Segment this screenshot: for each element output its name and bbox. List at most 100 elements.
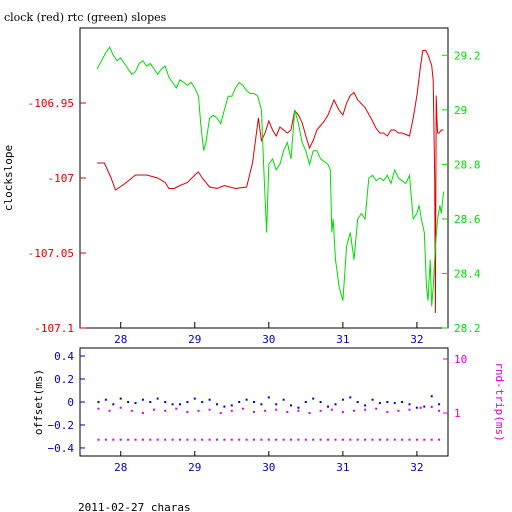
- rnd-trip-point: [297, 438, 300, 441]
- offset-point: [141, 398, 144, 401]
- offset-point: [208, 398, 211, 401]
- offset-point: [423, 405, 426, 408]
- rnd-trip-upper-point: [419, 406, 422, 409]
- rnd-trip-point: [164, 438, 167, 441]
- rnd-trip-y2-axis: 10 1: [443, 353, 467, 420]
- offset-point: [282, 398, 285, 401]
- y2-tick-label: 29.2: [454, 49, 481, 62]
- offset-point: [104, 398, 107, 401]
- offset-point: [371, 398, 374, 401]
- offset-point: [260, 403, 263, 406]
- y-tick-label: -107.05: [28, 247, 74, 260]
- rnd-trip-point: [334, 438, 337, 441]
- rnd-trip-point: [208, 438, 211, 441]
- rnd-trip-upper-point: [186, 410, 189, 413]
- rnd-trip-point: [97, 438, 100, 441]
- rnd-trip-point: [230, 438, 233, 441]
- rnd-trip-upper-point: [119, 406, 122, 409]
- x-tick-label: 32: [410, 333, 423, 346]
- offset-point: [216, 403, 218, 406]
- rnd-trip-point: [149, 438, 152, 441]
- rnd-trip-upper-point: [438, 409, 441, 412]
- rnd-trip-point: [275, 438, 278, 441]
- offset-point: [134, 402, 137, 405]
- y-tick-label: -107: [48, 172, 75, 185]
- offset-point: [179, 403, 181, 406]
- footer-label: 2011-02-27 charas: [78, 501, 191, 512]
- rnd-trip-point: [223, 438, 226, 441]
- rnd-trip-point: [327, 438, 329, 441]
- rnd-trip-point: [371, 438, 374, 441]
- rnd-trip-upper-point: [330, 408, 333, 411]
- rnd-trip-upper-point: [230, 409, 233, 412]
- offset-point: [415, 406, 418, 409]
- y-tick-label: -107.1: [34, 322, 74, 335]
- x-tick-label: 28: [114, 333, 127, 346]
- offset-point: [364, 404, 367, 407]
- rnd-trip-upper-point: [341, 410, 344, 413]
- rnd-trip-point: [216, 438, 218, 441]
- offset-point: [97, 401, 100, 403]
- offset-point: [149, 401, 152, 403]
- rnd-trip-point: [134, 438, 137, 441]
- rnd-trip-point: [171, 438, 174, 441]
- offset-point: [386, 401, 389, 403]
- offset-point: [230, 404, 233, 407]
- clockslope-axis-label: clockslope: [2, 145, 15, 211]
- rnd-trip-point: [119, 438, 122, 441]
- rnd-trip-upper-point: [375, 407, 378, 410]
- rnd-trip-point: [378, 438, 381, 441]
- offset-point: [156, 397, 159, 400]
- rnd-trip-point: [304, 438, 307, 441]
- y2-tick-label: 1: [454, 407, 461, 420]
- offset-point: [356, 401, 359, 403]
- rnd-trip-point: [179, 438, 181, 441]
- rnd-trip-point: [393, 438, 396, 441]
- offset-point: [238, 401, 241, 403]
- offset-point: [408, 403, 411, 406]
- rnd-trip-point: [260, 438, 263, 441]
- offset-point: [193, 397, 196, 400]
- slopes-x-axis: 28 29 30 31 32: [114, 322, 424, 346]
- rnd-trip-upper-point: [241, 407, 244, 410]
- offset-point: [201, 401, 204, 403]
- offset-point: [312, 397, 315, 400]
- rnd-trip-upper-point: [208, 408, 211, 411]
- offset-point: [245, 398, 248, 401]
- rtc-slope-line: [96, 46, 445, 307]
- offset-series: [97, 395, 441, 441]
- rnd-trip-point: [193, 438, 196, 441]
- offset-point: [127, 401, 130, 403]
- rnd-trip-upper-point: [297, 409, 300, 412]
- rnd-trip-point: [438, 438, 441, 441]
- rnd-trip-point: [267, 438, 270, 441]
- rnd-trip-upper-point: [141, 412, 144, 414]
- offset-point: [275, 403, 278, 406]
- rnd-trip-upper-point: [308, 412, 311, 414]
- offset-y-axis: 0.4 0.2 0 −0.2 −0.4: [48, 350, 85, 455]
- rnd-trip-point: [408, 438, 411, 441]
- offset-point: [119, 397, 122, 400]
- rnd-trip-upper-point: [364, 408, 367, 411]
- rnd-trip-point: [319, 438, 322, 441]
- offset-panel: 28 29 30 31 32 0.4 0.2 0 −0.2 −0.4 10 1 offset(ms…: [32, 347, 506, 474]
- rnd-trip-point: [356, 438, 359, 441]
- rnd-trip-upper-point: [175, 407, 178, 410]
- x-tick-label: 28: [114, 461, 127, 474]
- chart-title: clock (red) rtc (green) slopes: [4, 11, 167, 24]
- rnd-trip-upper-point: [397, 409, 400, 412]
- y-tick-label: 0.2: [54, 373, 74, 386]
- rnd-trip-point: [341, 438, 344, 441]
- rnd-trip-upper-point: [286, 410, 289, 413]
- slopes-panel: 28 29 30 31 32 -106.95 -107 -107.05 -107.1 29.2…: [2, 27, 481, 346]
- y-tick-label: −0.4: [48, 442, 75, 455]
- rnd-trip-upper-point: [219, 412, 222, 414]
- rnd-trip-point: [423, 438, 426, 441]
- rnd-trip-point: [141, 438, 144, 441]
- rnd-trip-upper-point: [430, 405, 433, 408]
- rnd-trip-point: [282, 438, 285, 441]
- rnd-trip-upper-point: [130, 409, 133, 412]
- rnd-trip-upper-point: [253, 410, 255, 413]
- y2-tick-label: 28.2: [454, 322, 481, 335]
